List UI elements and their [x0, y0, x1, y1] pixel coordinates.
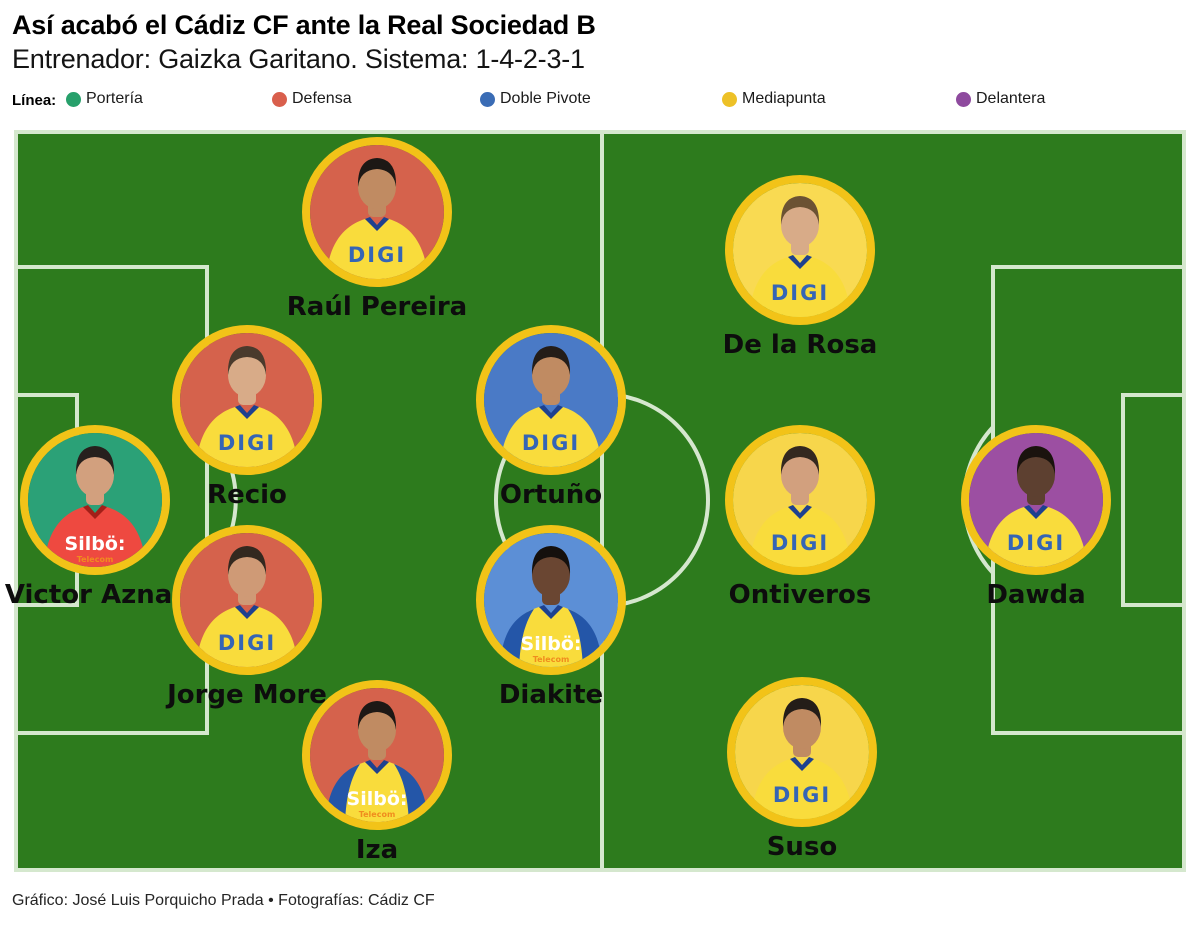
player-silhouette-icon: DIGI: [180, 333, 314, 467]
legend-item-label: Defensa: [292, 90, 352, 107]
player-card-victor-aznar: Silbö: Telecom Victor Aznar: [5, 425, 185, 610]
player-silhouette-icon: DIGI: [733, 183, 867, 317]
player-name: Diakite: [498, 680, 604, 710]
player-card-suso: DIGI Suso: [727, 677, 877, 862]
legend-item-doble-pivote: Doble Pivote: [480, 90, 591, 108]
football-pitch: Silbö: Telecom Victor Aznar DIGI Raúl Pe…: [5, 130, 1186, 872]
legend-item-mediapunta: Mediapunta: [722, 90, 826, 108]
jersey-sponsor-subtext: Telecom: [359, 810, 396, 819]
player-photo: DIGI: [476, 325, 626, 475]
player-card-ontiveros: DIGI Ontiveros: [725, 425, 875, 610]
player-card-ortuño: DIGI Ortuño: [476, 325, 626, 510]
jersey-sponsor-text: DIGI: [348, 243, 406, 267]
player-silhouette-icon: DIGI: [735, 685, 869, 819]
player-name: Suso: [766, 832, 838, 862]
player-silhouette-icon: DIGI: [484, 333, 618, 467]
player-photo: DIGI: [302, 137, 452, 287]
player-silhouette-icon: DIGI: [180, 533, 314, 667]
line-color-dot-icon: [272, 91, 287, 107]
line-color-dot-icon: [956, 91, 971, 107]
jersey-sponsor-text: DIGI: [218, 431, 276, 455]
legend-label: Línea:: [12, 92, 57, 109]
legend-item-label: Delantera: [976, 90, 1046, 107]
page-title: Así acabó el Cádiz CF ante la Real Socie…: [12, 10, 596, 40]
player-card-recio: DIGI Recio: [172, 325, 322, 510]
player-name: Ontiveros: [728, 580, 872, 610]
left-penalty-box-line: [16, 265, 209, 735]
jersey-sponsor-subtext: Telecom: [77, 555, 114, 564]
player-card-dawda: DIGI Dawda: [961, 425, 1111, 610]
jersey-sponsor-text: DIGI: [218, 631, 276, 655]
player-card-diakite: Silbö: Telecom Diakite: [476, 525, 626, 710]
jersey-sponsor-text: DIGI: [773, 783, 831, 807]
player-silhouette-icon: Silbö: Telecom: [484, 533, 618, 667]
player-photo: Silbö: Telecom: [476, 525, 626, 675]
legend-item-label: Doble Pivote: [500, 90, 591, 107]
line-color-dot-icon: [480, 91, 495, 107]
player-card-raúl-pereira: DIGI Raúl Pereira: [287, 137, 467, 322]
legend-item-defensa: Defensa: [272, 90, 352, 108]
legend-item-delantera: Delantera: [956, 90, 1045, 108]
player-name: Recio: [207, 480, 287, 510]
player-card-iza: Silbö: Telecom Iza: [302, 680, 452, 865]
line-color-dot-icon: [66, 91, 81, 107]
player-silhouette-icon: DIGI: [733, 433, 867, 567]
jersey-sponsor-text: Silbö:: [521, 633, 582, 655]
jersey-sponsor-text: DIGI: [771, 281, 829, 305]
player-photo: DIGI: [172, 525, 322, 675]
player-name: Raúl Pereira: [286, 292, 468, 322]
player-photo: DIGI: [727, 677, 877, 827]
player-name: Ortuño: [499, 480, 603, 510]
player-card-jorge-more: DIGI Jorge More: [167, 525, 327, 710]
jersey-sponsor-subtext: Telecom: [533, 655, 570, 664]
player-name: Victor Aznar: [4, 580, 186, 610]
jersey-sponsor-text: DIGI: [1007, 531, 1065, 555]
player-name: Iza: [355, 835, 399, 865]
player-silhouette-icon: DIGI: [969, 433, 1103, 567]
player-silhouette-icon: Silbö: Telecom: [310, 688, 444, 822]
legend: Línea: Portería Defensa Doble Pivote Med…: [0, 0, 1200, 120]
legend-item-label: Portería: [86, 90, 143, 107]
player-photo: Silbö: Telecom: [302, 680, 452, 830]
jersey-sponsor-text: DIGI: [771, 531, 829, 555]
legend-item-portería: Portería: [66, 90, 143, 108]
jersey-sponsor-text: Silbö:: [65, 533, 126, 555]
player-name: Dawda: [986, 580, 1086, 610]
player-card-de-la-rosa: DIGI De la Rosa: [723, 175, 877, 360]
player-silhouette-icon: Silbö: Telecom: [28, 433, 162, 567]
player-name: De la Rosa: [722, 330, 878, 360]
player-photo: DIGI: [725, 175, 875, 325]
right-goal-area-line: [1121, 393, 1184, 607]
player-photo: DIGI: [725, 425, 875, 575]
player-silhouette-icon: DIGI: [310, 145, 444, 279]
player-photo: DIGI: [172, 325, 322, 475]
legend-item-label: Mediapunta: [742, 90, 826, 107]
jersey-sponsor-text: DIGI: [522, 431, 580, 455]
player-photo: DIGI: [961, 425, 1111, 575]
player-photo: Silbö: Telecom: [20, 425, 170, 575]
player-name: Jorge More: [167, 680, 327, 710]
page-subtitle: Entrenador: Gaizka Garitano. Sistema: 1-…: [12, 44, 585, 74]
credit-line: Gráfico: José Luis Porquicho Prada • Fot…: [12, 892, 435, 909]
line-color-dot-icon: [722, 91, 737, 107]
jersey-sponsor-text: Silbö:: [347, 788, 408, 810]
